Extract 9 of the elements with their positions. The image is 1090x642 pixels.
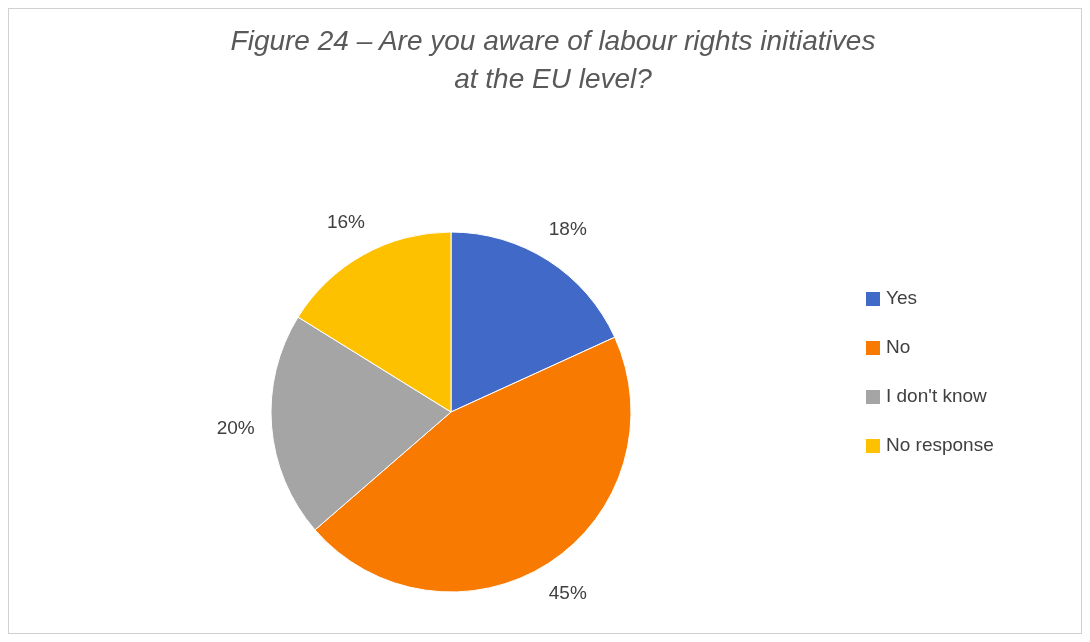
legend-label: No xyxy=(886,336,911,358)
data-label: 16% xyxy=(326,211,366,233)
data-label: 18% xyxy=(548,218,587,240)
legend-label: Yes xyxy=(886,287,917,309)
legend-label: No response xyxy=(886,434,994,456)
data-label: 20% xyxy=(216,417,255,439)
legend-label: I don't know xyxy=(886,385,988,407)
data-label: 45% xyxy=(548,581,587,603)
chart-title: Figure 24 – Are you aware of labour rights initiatives at the EU level? xyxy=(230,25,876,94)
